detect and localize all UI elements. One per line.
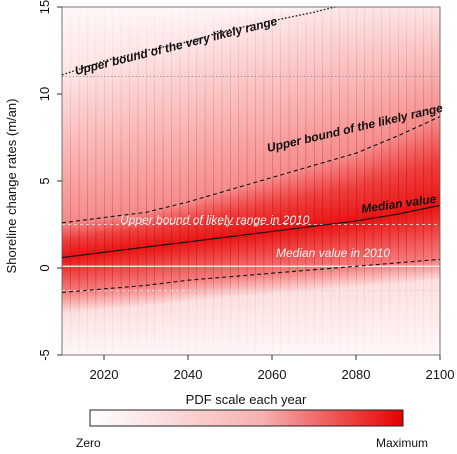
density-column <box>339 7 349 355</box>
y-axis: -5 0 5 10 15 <box>37 0 62 361</box>
x-tick-label: 2020 <box>90 367 119 382</box>
x-axis: 2020 2040 2060 2080 2100 <box>90 355 455 382</box>
density-column <box>120 7 130 355</box>
density-column <box>372 7 382 355</box>
density-column <box>280 7 290 355</box>
density-column <box>314 7 323 355</box>
density-column <box>238 7 248 355</box>
density-column <box>162 7 172 355</box>
density-column <box>356 7 365 355</box>
y-tick-label: 10 <box>37 87 52 101</box>
density-column <box>255 7 265 355</box>
series-line <box>62 204 440 259</box>
density-column <box>171 7 181 355</box>
y-tick-label: 15 <box>37 0 52 14</box>
density-column <box>272 7 281 355</box>
density-column <box>246 7 256 355</box>
density-column <box>330 7 340 355</box>
density-column <box>188 7 197 355</box>
density-column <box>179 7 189 355</box>
density-column <box>406 7 416 355</box>
y-tick-label: 5 <box>37 177 52 184</box>
density-column <box>104 7 113 355</box>
density-column <box>263 7 273 355</box>
series-line <box>62 258 440 293</box>
density-column <box>221 7 231 355</box>
density-column <box>213 7 223 355</box>
x-tick-label: 2040 <box>174 367 203 382</box>
x-tick-label: 2060 <box>258 367 287 382</box>
x-tick-label: 2100 <box>426 367 455 382</box>
density-column <box>70 7 80 355</box>
y-tick-label: 0 <box>37 264 52 271</box>
density-column <box>305 7 315 355</box>
density-column <box>95 7 105 355</box>
density-column <box>389 7 399 355</box>
density-column <box>347 7 357 355</box>
density-column <box>154 7 164 355</box>
density-column <box>431 7 440 355</box>
density-column <box>137 7 147 355</box>
density-column <box>230 7 239 355</box>
density-column <box>297 7 307 355</box>
density-column <box>78 7 88 355</box>
density-column <box>381 7 391 355</box>
density-column <box>112 7 122 355</box>
density-column <box>414 7 424 355</box>
series-line <box>62 116 440 224</box>
series-line <box>62 7 338 76</box>
density-column <box>129 7 139 355</box>
legend-color-bar <box>89 409 404 427</box>
annotation-median-2010: Median value in 2010 <box>276 246 390 260</box>
x-tick-label: 2080 <box>342 367 371 382</box>
density-column <box>146 7 155 355</box>
density-column <box>364 7 374 355</box>
density-column <box>288 7 298 355</box>
density-field <box>62 7 440 355</box>
legend-title: PDF scale each year <box>186 392 307 407</box>
legend-min-label: Zero <box>76 436 101 450</box>
reference-lines <box>62 76 440 292</box>
y-tick-label: -5 <box>37 349 52 361</box>
density-column <box>423 7 433 355</box>
density-column <box>398 7 407 355</box>
density-column <box>62 7 71 355</box>
series-lines <box>62 7 440 293</box>
density-column <box>196 7 206 355</box>
legend-max-label: Maximum <box>376 436 428 450</box>
density-column <box>204 7 214 355</box>
annotation-likely-upper-2010: Upper bound of likely range in 2010 <box>120 213 310 227</box>
density-column <box>322 7 332 355</box>
density-column <box>87 7 97 355</box>
y-axis-title: Shoreline change rates (m/an) <box>4 99 19 274</box>
